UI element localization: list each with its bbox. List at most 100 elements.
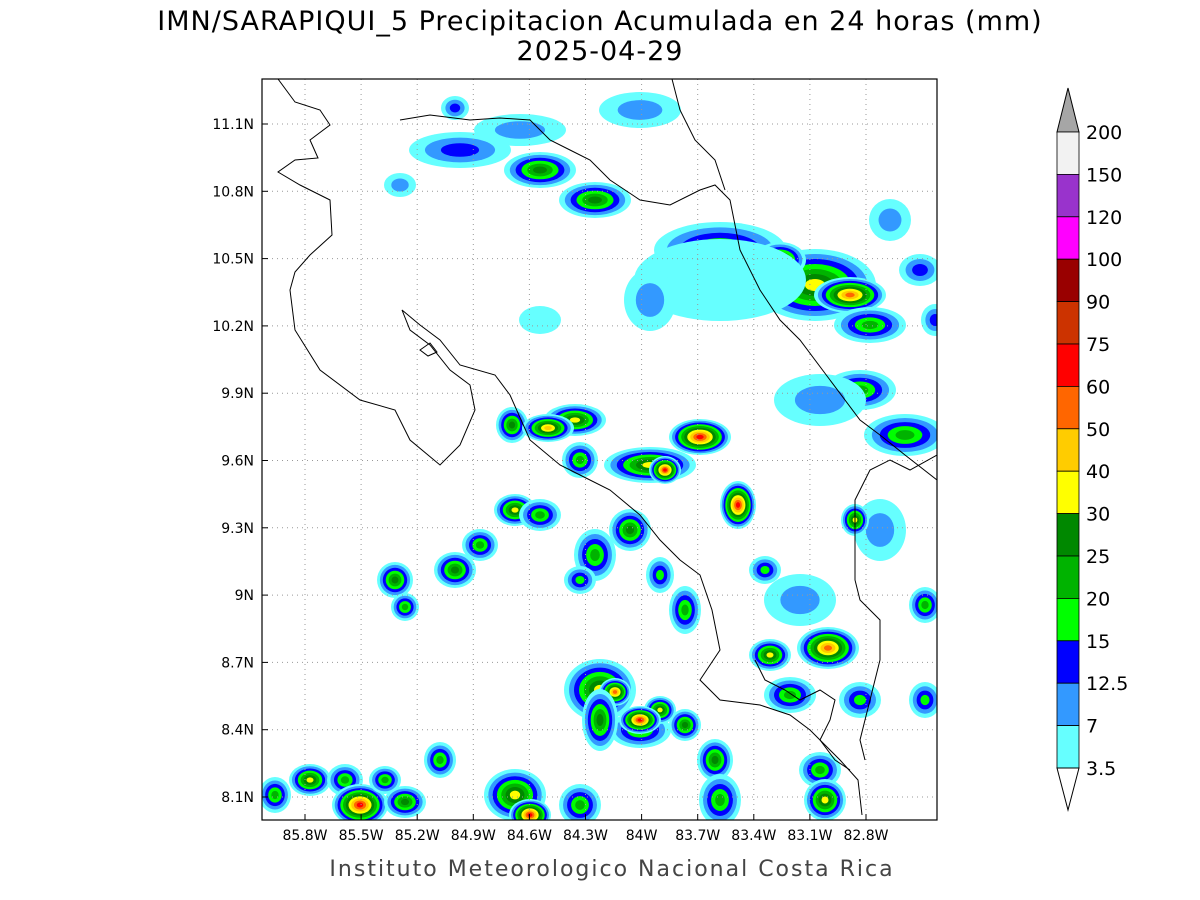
colorbar-label: 30: [1086, 504, 1110, 526]
precip-contour: [861, 320, 879, 330]
precip-contour: [508, 421, 516, 429]
precip-contour: [575, 455, 585, 465]
precip-contour: [533, 166, 547, 174]
precip-contour: [306, 777, 314, 783]
colorbar-segment: [1056, 258, 1080, 303]
lon-label: 84.6W: [507, 828, 552, 844]
lat-label: 11.1N: [212, 117, 254, 133]
precip-contour: [711, 755, 719, 765]
colorbar-segment: [1056, 640, 1080, 684]
colorbar-segment: [1056, 343, 1080, 387]
precip-contour: [865, 513, 895, 547]
colorbar-segment: [1056, 513, 1080, 557]
colorbar-segment: [1056, 555, 1080, 599]
precip-contour: [920, 694, 930, 706]
precipitation-field: [262, 92, 937, 820]
precip-contour: [821, 796, 829, 804]
precip-contour: [766, 652, 774, 658]
precip-contour: [588, 196, 602, 204]
precip-contour: [657, 707, 663, 713]
precip-contour: [617, 100, 663, 120]
lat-label: 8.7N: [221, 655, 254, 671]
precip-contour: [449, 103, 461, 113]
precip-contour: [519, 306, 561, 334]
lat-label: 10.5N: [212, 252, 254, 268]
precip-contour: [656, 569, 664, 581]
precip-contour: [356, 802, 364, 808]
lon-label: 82.8W: [843, 828, 888, 844]
precip-contour: [735, 502, 741, 508]
precip-contour: [400, 798, 410, 806]
colorbar-label: 50: [1086, 419, 1110, 441]
border: [399, 114, 937, 481]
colorbar-segment: [1056, 216, 1080, 260]
border: [854, 454, 937, 761]
precip-contour: [784, 690, 796, 700]
precip-contour: [625, 525, 635, 535]
colorbar-segment: [1056, 385, 1080, 430]
precip-contour: [854, 694, 866, 706]
precip-contour: [569, 417, 581, 423]
precip-contour: [823, 645, 833, 651]
precip-contour: [401, 603, 409, 611]
colorbar-label: 25: [1086, 546, 1110, 568]
colorbar-label: 15: [1086, 631, 1110, 653]
coastline: [277, 79, 863, 816]
precip-contour: [391, 576, 399, 584]
precip-contour: [450, 566, 460, 574]
lon-label: 85.5W: [339, 828, 384, 844]
precip-contour: [381, 776, 389, 784]
precip-contour: [440, 143, 480, 157]
title: IMN/SARAPIQUI_5 Precipitacion Acumulada …: [157, 6, 1042, 37]
colorbar-label: 90: [1086, 292, 1110, 314]
precip-contour: [511, 507, 519, 513]
precip-contour: [912, 264, 928, 276]
lat-label: 10.8N: [212, 184, 254, 200]
colorbar-segment: [1056, 173, 1080, 218]
colorbar-label: 7: [1086, 716, 1098, 738]
colorbar-segment: [1056, 428, 1080, 472]
precip-contour: [575, 800, 585, 810]
precip-contour: [815, 765, 825, 775]
border: [671, 79, 726, 191]
colorbar-segment: [1056, 301, 1080, 345]
footer: Instituto Meteorologico Nacional Costa R…: [329, 857, 894, 882]
colorbar-segment: [1056, 598, 1080, 642]
precip-contour: [634, 239, 806, 321]
precip-contour: [527, 813, 533, 817]
colorbar-label: 200: [1086, 122, 1122, 144]
colorbar-label: 75: [1086, 334, 1110, 356]
lat-label: 9.9N: [221, 386, 254, 402]
lat-label: 9.6N: [221, 454, 254, 470]
precip-contour: [436, 755, 444, 765]
precip-contour: [635, 283, 665, 317]
precip-contour: [340, 776, 350, 784]
precip-contour: [637, 718, 643, 722]
precip-contour: [681, 604, 689, 616]
island: [419, 342, 438, 357]
lon-label: 83.1W: [787, 828, 832, 844]
precip-contour: [271, 790, 279, 800]
precip-contour: [696, 434, 704, 440]
precip-contour: [845, 292, 855, 298]
lon-label: 85.2W: [395, 828, 440, 844]
colorbar-label: 40: [1086, 461, 1110, 483]
lon-label: 85.8W: [282, 828, 327, 844]
precip-contour: [535, 511, 545, 519]
colorbar-label: 20: [1086, 588, 1110, 610]
precip-contour: [509, 790, 521, 800]
coastlines: [277, 79, 937, 816]
colorbar-under: [1056, 767, 1080, 812]
colorbar-over: [1056, 87, 1080, 133]
precip-contour: [715, 794, 725, 806]
colorbar-segment: [1056, 470, 1080, 515]
precip-contour: [929, 314, 937, 326]
lon-label: 84.3W: [563, 828, 608, 844]
lat-label: 8.1N: [221, 790, 254, 806]
colorbar-segment: [1056, 682, 1080, 727]
colorbar-label: 3.5: [1086, 758, 1116, 780]
lon-label: 84.9W: [451, 828, 496, 844]
grid: 85.8W 85.5W 85.2W 84.9W 84.6W 84.3W 84W 83.7W 83…: [212, 79, 937, 844]
precip-contour: [475, 541, 485, 549]
